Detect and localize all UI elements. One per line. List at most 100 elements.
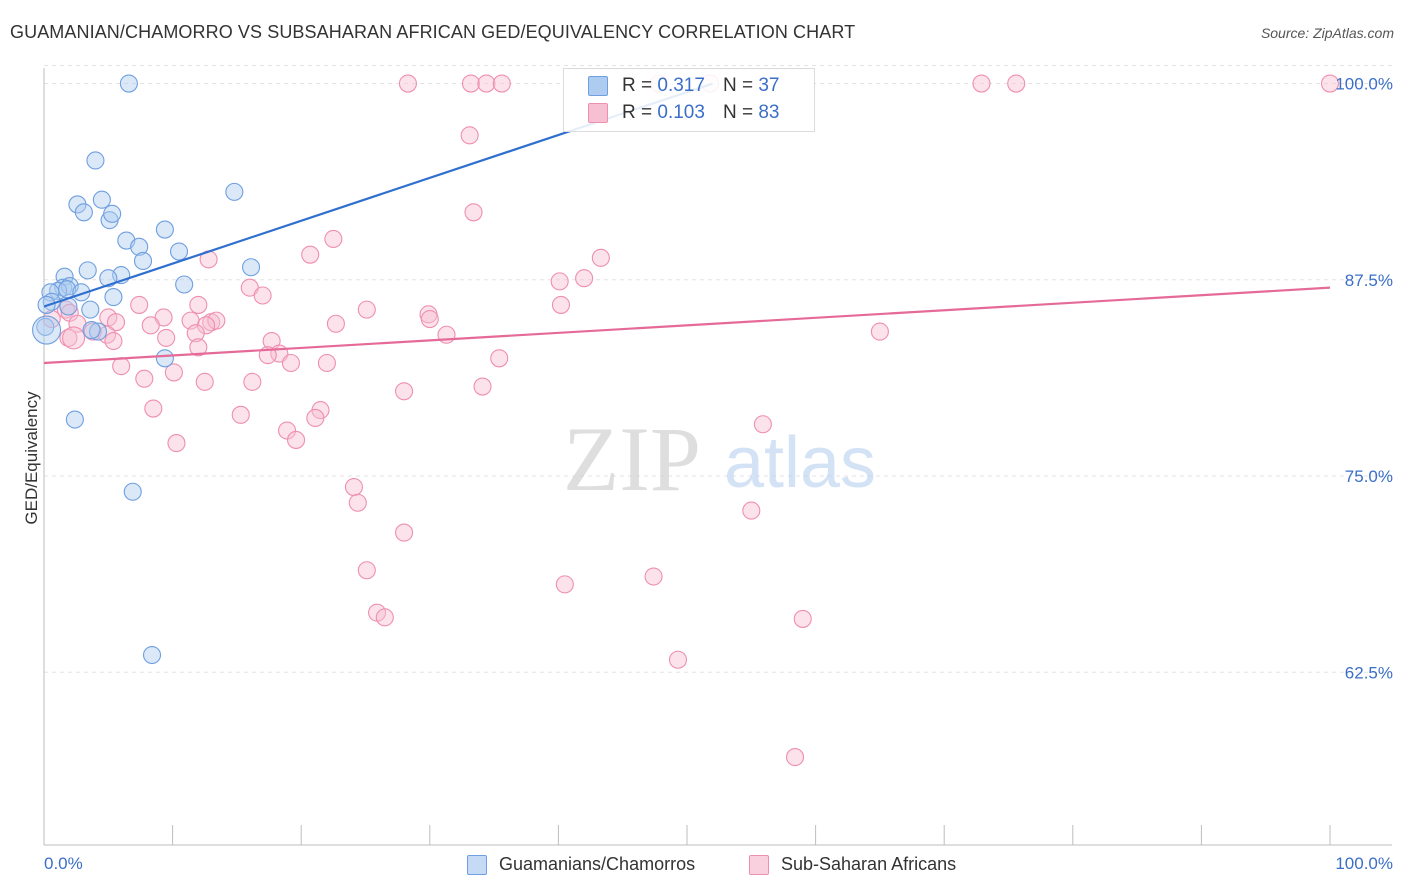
point-subsaharan bbox=[324, 229, 343, 249]
point-subsaharan bbox=[106, 313, 126, 332]
point-subsaharan bbox=[112, 357, 131, 376]
point-subsaharan bbox=[207, 311, 226, 330]
point-guamanian bbox=[74, 203, 93, 222]
point-subsaharan bbox=[186, 324, 205, 343]
point-guamanian bbox=[88, 322, 108, 341]
point-subsaharan bbox=[464, 203, 483, 222]
legend-item-guamanian: Guamanians/Chamorros bbox=[467, 854, 695, 875]
legend-row-guamanian: R = 0.317 N = 37 bbox=[588, 73, 779, 99]
point-subsaharan bbox=[1320, 74, 1340, 93]
n-value: 37 bbox=[758, 75, 780, 96]
point-subsaharan bbox=[793, 609, 812, 628]
point-guamanian bbox=[169, 242, 189, 261]
point-subsaharan bbox=[164, 363, 183, 382]
watermark-atlas: atlas bbox=[724, 423, 876, 503]
point-guamanian bbox=[155, 220, 174, 239]
point-guamanian bbox=[32, 315, 62, 345]
point-guamanian bbox=[241, 258, 261, 277]
legend-label-subsaharan: Sub-Saharan Africans bbox=[781, 854, 957, 874]
point-guamanian bbox=[123, 482, 142, 501]
point-subsaharan bbox=[189, 295, 208, 314]
point-subsaharan bbox=[742, 501, 761, 520]
point-guamanian bbox=[60, 277, 79, 296]
legend-swatch-blue bbox=[588, 76, 608, 96]
r-value: 0.103 bbox=[657, 102, 705, 123]
point-subsaharan bbox=[344, 477, 363, 497]
point-subsaharan bbox=[357, 300, 376, 319]
point-guamanian bbox=[49, 281, 68, 300]
point-subsaharan bbox=[301, 245, 320, 264]
source-label: Source: ZipAtlas.com bbox=[1260, 25, 1394, 41]
legend-swatch-pink bbox=[588, 103, 608, 123]
point-subsaharan bbox=[575, 269, 594, 288]
point-subsaharan bbox=[306, 408, 325, 428]
point-subsaharan bbox=[398, 74, 417, 93]
point-subsaharan bbox=[550, 272, 569, 291]
point-subsaharan bbox=[357, 561, 376, 580]
point-guamanian bbox=[119, 74, 138, 93]
point-guamanian bbox=[65, 410, 84, 429]
point-subsaharan bbox=[326, 314, 345, 333]
point-subsaharan bbox=[785, 748, 805, 767]
point-guamanian bbox=[175, 275, 194, 294]
point-guamanian bbox=[103, 204, 122, 223]
point-subsaharan bbox=[317, 353, 336, 373]
watermark-zip: ZIP bbox=[563, 408, 701, 510]
x-tick-label: 100.0% bbox=[1335, 854, 1393, 873]
point-subsaharan bbox=[167, 434, 186, 453]
point-subsaharan bbox=[461, 74, 481, 93]
point-subsaharan bbox=[287, 430, 306, 449]
y-tick-label: 75.0% bbox=[1345, 467, 1393, 486]
point-subsaharan bbox=[243, 372, 262, 391]
point-guamanian bbox=[155, 349, 174, 368]
point-subsaharan bbox=[477, 74, 496, 93]
point-subsaharan bbox=[473, 377, 492, 396]
point-guamanian bbox=[92, 190, 111, 209]
point-subsaharan bbox=[281, 353, 300, 373]
point-guamanian bbox=[82, 320, 101, 340]
point-subsaharan bbox=[395, 523, 414, 542]
r-label: R = bbox=[622, 75, 653, 96]
r-value: 0.317 bbox=[657, 75, 705, 96]
point-guamanian bbox=[225, 182, 244, 201]
point-subsaharan bbox=[130, 295, 149, 314]
point-guamanian bbox=[130, 237, 149, 256]
y-tick-label: 87.5% bbox=[1345, 271, 1393, 290]
point-guamanian bbox=[133, 251, 153, 271]
x-tick-label: 0.0% bbox=[44, 854, 83, 873]
point-subsaharan bbox=[104, 331, 123, 351]
point-subsaharan bbox=[555, 575, 574, 594]
n-value: 83 bbox=[758, 102, 780, 123]
point-subsaharan bbox=[668, 650, 688, 669]
point-subsaharan bbox=[157, 328, 176, 347]
point-subsaharan bbox=[644, 567, 663, 586]
point-subsaharan bbox=[1007, 74, 1026, 93]
y-tick-label: 62.5% bbox=[1345, 663, 1393, 682]
point-subsaharan bbox=[62, 326, 86, 350]
point-subsaharan bbox=[59, 328, 78, 347]
point-subsaharan bbox=[420, 309, 439, 329]
trend-line-subsaharan bbox=[43, 286, 1331, 365]
legend-swatch-pink bbox=[749, 854, 769, 875]
point-subsaharan bbox=[375, 608, 394, 627]
point-subsaharan bbox=[141, 316, 160, 335]
n-label: N = bbox=[722, 75, 754, 96]
point-subsaharan bbox=[348, 493, 367, 512]
point-subsaharan bbox=[551, 295, 571, 314]
point-subsaharan bbox=[195, 372, 214, 391]
point-guamanian bbox=[78, 261, 97, 280]
point-guamanian bbox=[142, 645, 162, 665]
point-guamanian bbox=[86, 151, 105, 170]
r-label: R = bbox=[622, 102, 653, 123]
correlation-legend: R = 0.317 N = 37 R = 0.103 N = 83 bbox=[563, 68, 815, 132]
point-guamanian bbox=[81, 300, 100, 319]
legend-row-subsaharan: R = 0.103 N = 83 bbox=[588, 100, 779, 126]
y-tick-label: 100.0% bbox=[1335, 75, 1393, 94]
point-subsaharan bbox=[460, 126, 479, 145]
point-guamanian bbox=[104, 288, 123, 307]
point-guamanian bbox=[36, 317, 55, 336]
point-subsaharan bbox=[490, 349, 509, 368]
point-subsaharan bbox=[231, 405, 250, 424]
point-subsaharan bbox=[870, 322, 889, 341]
series-legend: Guamanians/Chamorros Sub-Saharan African… bbox=[0, 851, 1406, 879]
